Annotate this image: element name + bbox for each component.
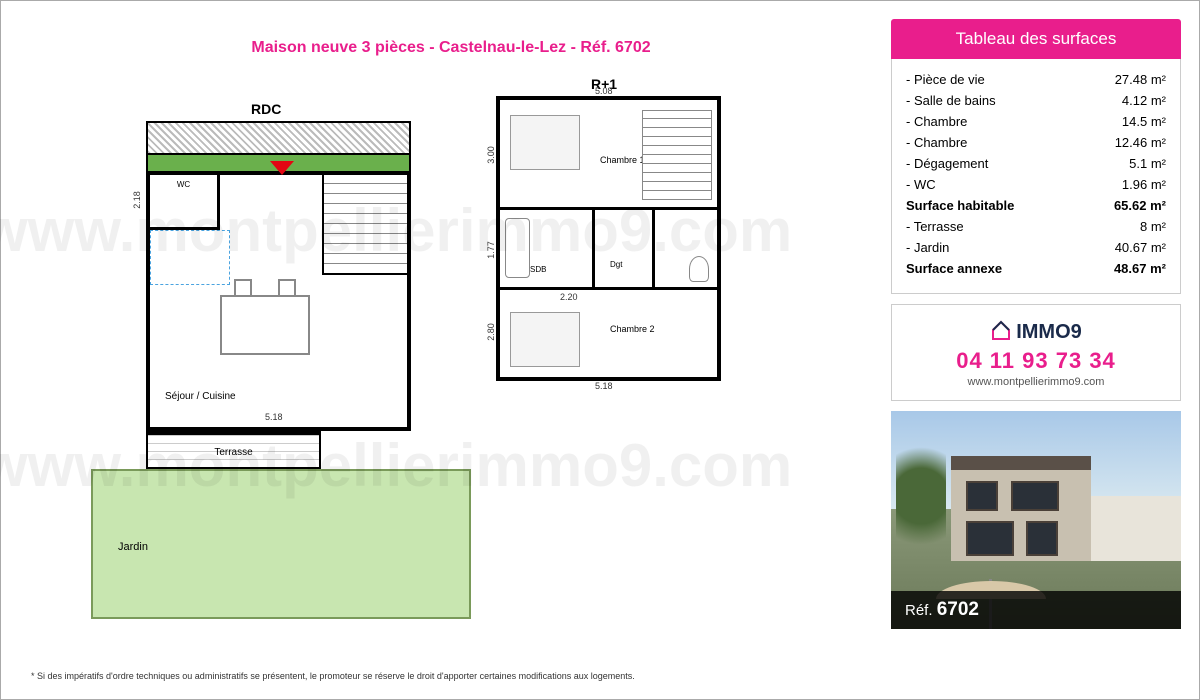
entry-arrow-icon: [270, 161, 294, 175]
surf-row: - WC1.96 m²: [906, 174, 1166, 195]
r1-plan: 5.08 Chambre 1 3.00 SDB 1.77 Dgt 2.20 Ch…: [496, 96, 721, 381]
room-jardin: Jardin: [91, 469, 471, 619]
surfaces-table: - Pièce de vie27.48 m² - Salle de bains4…: [891, 59, 1181, 294]
page-title: Maison neuve 3 pièces - Castelnau-le-Lez…: [51, 39, 851, 57]
house-render: [951, 456, 1091, 561]
dim: 5.18: [595, 381, 613, 391]
dim: 3.00: [486, 146, 496, 164]
surfaces-header: Tableau des surfaces: [891, 19, 1181, 59]
contact-box: IMMO9 04 11 93 73 34 www.montpellierimmo…: [891, 304, 1181, 401]
room-wc: WC: [150, 175, 220, 230]
surf-row: - Pièce de vie27.48 m²: [906, 69, 1166, 90]
surf-total: Surface habitable65.62 m²: [906, 195, 1166, 216]
dining-table-icon: [220, 295, 310, 355]
surf-total: Surface annexe48.67 m²: [906, 258, 1166, 279]
stairs-icon: [642, 110, 712, 200]
surf-row: - Jardin40.67 m²: [906, 237, 1166, 258]
dim: 2.80: [486, 323, 496, 341]
ref-band: Réf. 6702: [891, 591, 1181, 629]
rdc-body: WC Séjour / Cuisine 2.18 5.18: [146, 171, 411, 431]
property-photo: Réf. 6702: [891, 411, 1181, 629]
toilet-icon: [689, 256, 709, 282]
room-terrasse: Terrasse: [146, 431, 321, 469]
rdc-plan: WC Séjour / Cuisine 2.18 5.18 Terrasse J…: [146, 121, 411, 619]
disclaimer-text: * Si des impératifs d'ordre techniques o…: [31, 671, 635, 681]
brand-logo: IMMO9: [892, 319, 1180, 344]
dim: 1.77: [486, 241, 496, 259]
house-icon: [990, 319, 1012, 341]
tree-icon: [896, 431, 946, 561]
room-sejour: Séjour / Cuisine: [165, 391, 236, 402]
bed-icon: [510, 115, 580, 170]
surf-row: - Chambre12.46 m²: [906, 132, 1166, 153]
kitchen-zone: [150, 230, 230, 285]
dim: 5.18: [265, 412, 283, 422]
dim: 2.18: [132, 191, 142, 209]
stairs-icon: [322, 175, 407, 275]
website-url[interactable]: www.montpellierimmo9.com: [892, 376, 1180, 388]
dim: 5.08: [595, 86, 613, 96]
surf-row: - Salle de bains4.12 m²: [906, 90, 1166, 111]
room-dgt: Dgt: [595, 210, 655, 290]
floor-plan-area: RDC R+1 WC Séjour / Cuisine 2.18 5.18 Te…: [51, 71, 851, 641]
hatch-area: [146, 121, 411, 153]
phone-number[interactable]: 04 11 93 73 34: [892, 348, 1180, 374]
bed-icon: [510, 312, 580, 367]
surf-row: - Dégagement5.1 m²: [906, 153, 1166, 174]
house-extension: [1091, 496, 1181, 561]
room-wc2: [652, 210, 717, 290]
bathtub-icon: [505, 218, 530, 278]
rdc-label: RDC: [251, 101, 281, 117]
surf-row: - Terrasse8 m²: [906, 216, 1166, 237]
sidebar: Tableau des surfaces - Pièce de vie27.48…: [891, 19, 1181, 629]
surf-row: - Chambre14.5 m²: [906, 111, 1166, 132]
